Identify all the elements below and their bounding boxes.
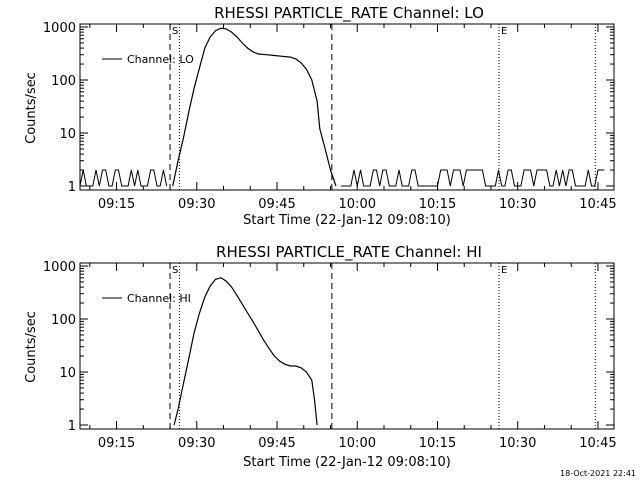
x-axis-label-hi: Start Time (22-Jan-12 09:08:10) bbox=[243, 455, 451, 470]
y-tick-label: 100 bbox=[51, 313, 76, 328]
x-tick-label: 09:15 bbox=[98, 197, 135, 212]
noise-line-lo bbox=[341, 169, 605, 187]
x-tick-label: 09:30 bbox=[178, 197, 215, 212]
time-marker-label: S bbox=[172, 265, 178, 276]
x-tick-label: 10:15 bbox=[419, 436, 456, 451]
plot-frame-lo bbox=[79, 23, 615, 191]
series-line-lo bbox=[172, 27, 337, 187]
panel-lo: RHESSI PARTICLE_RATE Channel: LO Start T… bbox=[24, 4, 617, 228]
y-tick-label: 10 bbox=[59, 366, 76, 381]
x-axis-hi: 09:15 09:30 09:45 10:00 10:15 10:30 10:45 bbox=[89, 263, 617, 451]
chart-title-hi: RHESSI PARTICLE_RATE Channel: HI bbox=[216, 243, 482, 262]
y-tick-label: 1000 bbox=[43, 21, 76, 36]
x-tick-label: 10:00 bbox=[339, 436, 376, 451]
y-axis-label-lo: Counts/sec bbox=[24, 72, 39, 144]
panel-hi: RHESSI PARTICLE_RATE Channel: HI Start T… bbox=[24, 243, 617, 470]
x-tick-label: 10:30 bbox=[499, 436, 536, 451]
time-marker-label: S bbox=[172, 26, 178, 37]
time-marker-label: E bbox=[501, 265, 507, 276]
y-tick-label: 1000 bbox=[43, 260, 76, 275]
x-axis-label-lo: Start Time (22-Jan-12 09:08:10) bbox=[243, 213, 451, 228]
y-axis-lo: 1 10 100 1000 bbox=[43, 21, 614, 195]
x-tick-label: 10:45 bbox=[579, 436, 616, 451]
y-tick-label: 1 bbox=[68, 419, 76, 434]
x-axis-lo: 09:15 09:30 09:45 10:00 10:15 10:30 10:45 bbox=[89, 24, 617, 212]
y-axis-hi: 1 10 100 1000 bbox=[43, 260, 614, 434]
x-tick-label: 09:15 bbox=[98, 436, 135, 451]
legend-label-lo: Channel: LO bbox=[127, 53, 194, 66]
y-tick-label: 100 bbox=[51, 74, 76, 89]
legend-label-hi: Channel: HI bbox=[127, 292, 191, 305]
y-axis-label-hi: Counts/sec bbox=[24, 311, 39, 383]
x-tick-label: 09:30 bbox=[178, 436, 215, 451]
x-tick-label: 09:45 bbox=[258, 197, 295, 212]
x-tick-label: 10:00 bbox=[339, 197, 376, 212]
x-tick-label: 09:45 bbox=[258, 436, 295, 451]
x-tick-label: 10:15 bbox=[419, 197, 456, 212]
chart-title-lo: RHESSI PARTICLE_RATE Channel: LO bbox=[214, 4, 484, 23]
x-tick-label: 10:30 bbox=[499, 197, 536, 212]
x-tick-label: 10:45 bbox=[579, 197, 616, 212]
plot-frame-hi bbox=[79, 262, 615, 430]
footer-timestamp: 18-Oct-2021 22:41 bbox=[560, 469, 636, 478]
noise-line-lo bbox=[79, 169, 168, 187]
time-marker-label: E bbox=[501, 26, 507, 37]
y-tick-label: 1 bbox=[68, 180, 76, 195]
series-line-hi bbox=[173, 277, 318, 426]
y-tick-label: 10 bbox=[59, 127, 76, 142]
